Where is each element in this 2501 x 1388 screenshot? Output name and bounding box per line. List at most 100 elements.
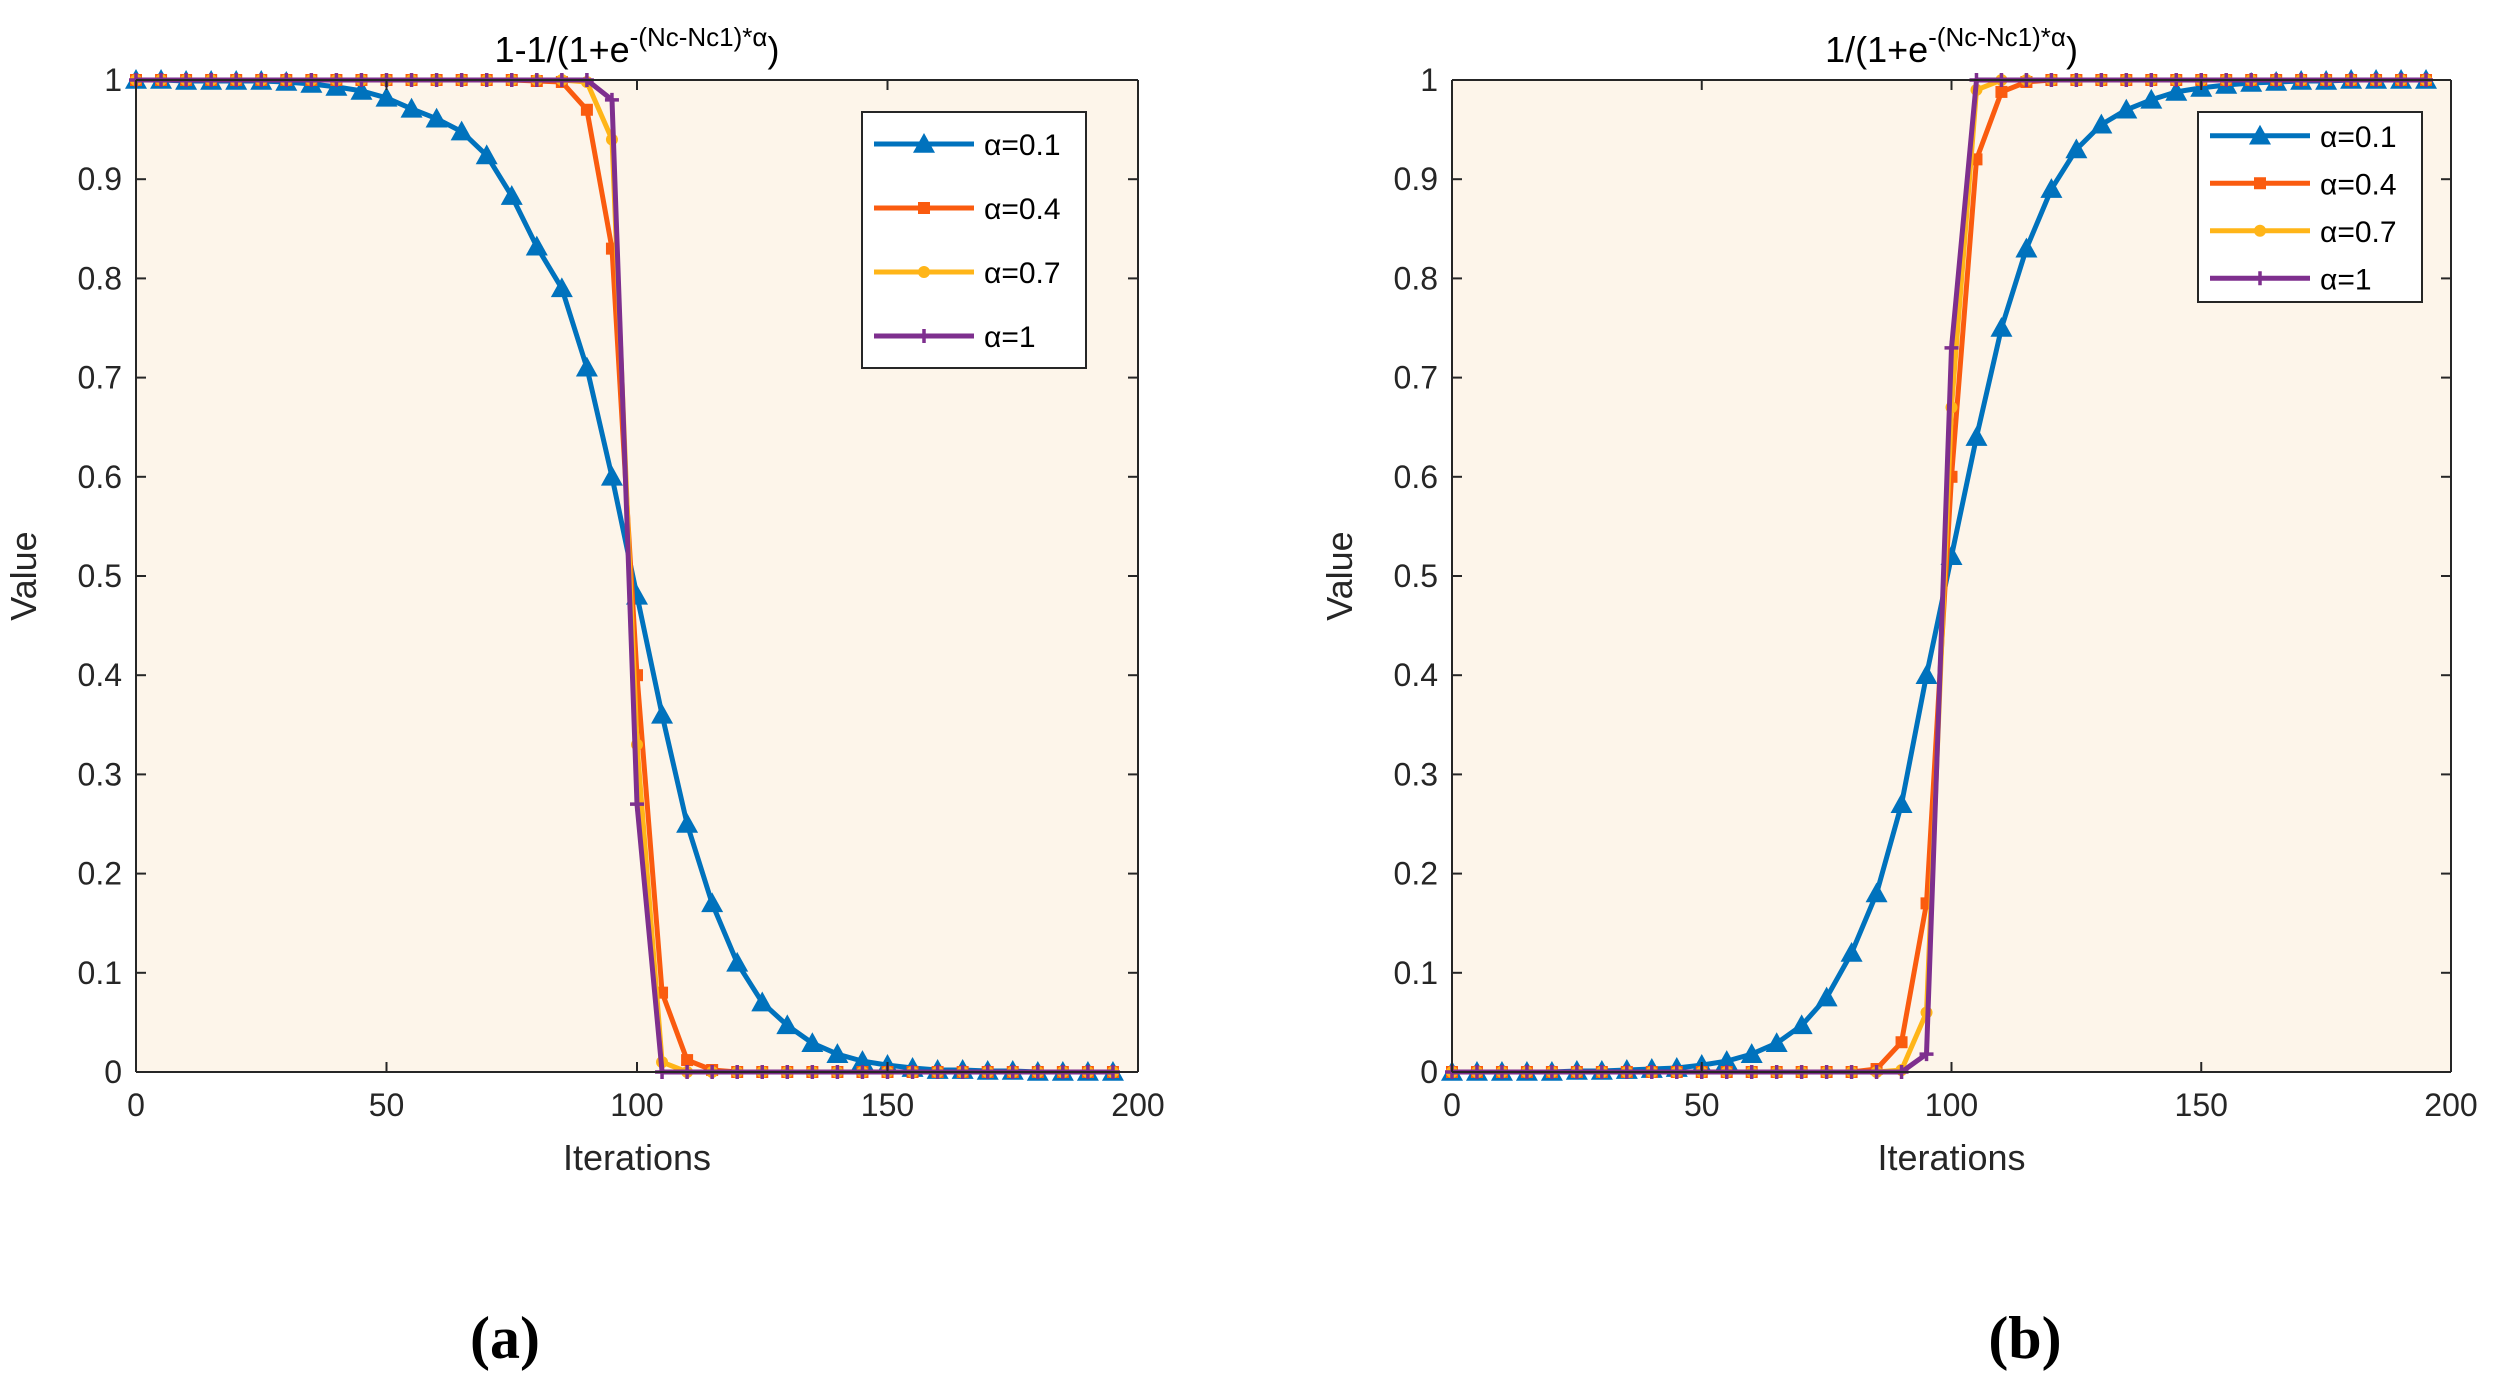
chart-title-superscript: -(Nc-Nc1)*α [630, 22, 768, 52]
data-point [851, 1050, 874, 1070]
legend-marker [2254, 177, 2266, 190]
data-point [681, 1054, 694, 1067]
data-point [475, 144, 498, 165]
data-point [525, 235, 548, 256]
x-tick-label: 200 [1111, 1087, 1164, 1123]
data-point [1965, 426, 1988, 446]
data-point [1840, 941, 1863, 962]
legend-marker [2254, 224, 2266, 237]
data-point [801, 1032, 824, 1053]
chart-title-superscript: -(Nc-Nc1)*α [1928, 22, 2066, 52]
data-point [701, 892, 724, 913]
y-axis-label: Value [1319, 531, 1360, 620]
data-point [604, 92, 619, 107]
y-tick-label: 0.8 [78, 260, 122, 296]
legend-box [861, 111, 1087, 369]
data-point [630, 797, 644, 812]
data-point [1815, 986, 1838, 1007]
x-axis-label: Iterations [563, 1137, 711, 1178]
y-tick-label: 0 [104, 1054, 122, 1090]
legend-marker [918, 266, 930, 278]
y-tick-label: 0.5 [1394, 558, 1438, 594]
data-point [1715, 1050, 1738, 1070]
data-point [2140, 88, 2163, 109]
data-point [1890, 793, 1913, 813]
data-point [2115, 98, 2138, 119]
legend-label: α=0.4 [2320, 168, 2397, 201]
data-point [776, 1014, 799, 1035]
legend-label: α=0.7 [2320, 216, 2397, 249]
data-point [1990, 317, 2013, 337]
y-tick-label: 0.2 [78, 856, 122, 892]
x-tick-label: 0 [1443, 1087, 1461, 1123]
data-point [1915, 664, 1938, 684]
data-point [1895, 1036, 1908, 1049]
data-point [726, 951, 749, 972]
x-tick-label: 50 [1684, 1087, 1720, 1123]
legend-label: α=0.7 [984, 257, 1061, 290]
data-point [1790, 1014, 1813, 1035]
y-tick-label: 0.6 [78, 459, 122, 495]
data-point [2065, 138, 2088, 159]
y-tick-label: 0 [1420, 1054, 1438, 1090]
data-point [1765, 1032, 1788, 1053]
panel-label-b: (b) [1988, 1305, 2061, 1371]
legend-label: α=0.1 [2320, 121, 2397, 154]
legend-marker [2249, 124, 2271, 145]
data-point [1740, 1043, 1763, 1063]
data-point [450, 120, 473, 141]
legend-label: α=0.1 [984, 129, 1061, 162]
x-axis-label: Iterations [1877, 1137, 2025, 1178]
y-tick-label: 0.3 [1394, 756, 1438, 792]
panel-label-a: (a) [470, 1305, 540, 1371]
data-point [580, 103, 593, 116]
data-point [751, 991, 774, 1012]
data-point [2015, 237, 2038, 258]
y-axis-label: Value [3, 531, 44, 620]
data-point [550, 277, 573, 298]
y-tick-label: 0.4 [78, 657, 122, 693]
x-tick-label: 150 [861, 1087, 914, 1123]
chart-panel-a: 0 50 100 150 200 0 0.1 0.2 0.3 0.4 0.5 0.6 0.7 0.8 0.9… [3, 22, 1165, 1178]
legend-marker [917, 329, 931, 343]
data-point [350, 79, 373, 100]
y-tick-label: 0.9 [78, 161, 122, 197]
data-point [2090, 113, 2113, 134]
data-point [375, 86, 398, 107]
legend-marker [918, 202, 930, 214]
chart-title-end: ) [2066, 29, 2078, 70]
legend-marker [2253, 271, 2267, 286]
y-tick-label: 0.3 [78, 756, 122, 792]
x-tick-label: 200 [2424, 1087, 2477, 1123]
legend-box [2197, 111, 2423, 303]
data-point [2165, 80, 2188, 101]
y-tick-label: 0.5 [78, 558, 122, 594]
y-tick-label: 0.1 [78, 955, 122, 991]
y-tick-label: 0.8 [1394, 260, 1438, 296]
data-point [2040, 178, 2063, 198]
x-tick-label: 150 [2175, 1087, 2228, 1123]
x-tick-label: 0 [127, 1087, 145, 1123]
data-point [651, 703, 674, 724]
chart-panel-b: 0 50 100 150 200 0 0.1 0.2 0.3 0.4 0.5 0.6 0.7 0.8 0.9… [1319, 22, 2478, 1178]
chart-title: 1/(1+e-(Nc-Nc1)*α) [1825, 22, 2078, 70]
chart-title-base: 1-1/(1+e [495, 29, 630, 70]
y-tick-label: 1 [104, 62, 122, 98]
data-point [400, 97, 423, 118]
y-tick-label: 0.7 [1394, 360, 1438, 396]
legend-label: α=1 [984, 321, 1036, 354]
data-point [826, 1043, 849, 1063]
data-point [676, 813, 699, 833]
data-point [1919, 1047, 1934, 1062]
y-tick-label: 0.6 [1394, 459, 1438, 495]
y-tick-label: 0.2 [1394, 856, 1438, 892]
data-point [1995, 85, 2008, 98]
legend: α=0.1 α=0.4 α=0.7 α=1 [861, 111, 1087, 369]
y-tick-label: 0.4 [1394, 657, 1438, 693]
y-tick-label: 0.1 [1394, 955, 1438, 991]
data-point [600, 465, 623, 486]
legend-label: α=1 [2320, 263, 2372, 296]
y-tick-label: 0.9 [1394, 161, 1438, 197]
data-point [575, 356, 598, 377]
y-tick-label: 0.7 [78, 360, 122, 396]
